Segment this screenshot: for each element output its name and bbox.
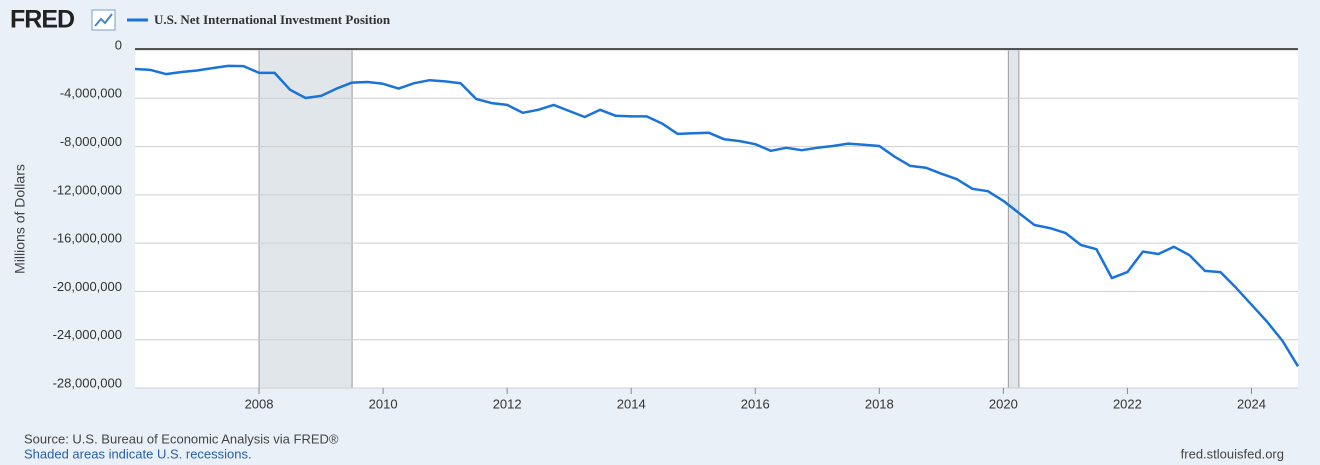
y-tick-label: -28,000,000 — [53, 375, 122, 390]
y-axis-title: Millions of Dollars — [12, 164, 28, 274]
x-tick-label: 2018 — [865, 396, 894, 411]
x-tick-label: 2016 — [741, 396, 770, 411]
x-tick-label: 2010 — [369, 396, 398, 411]
legend-label[interactable]: U.S. Net International Investment Positi… — [154, 12, 391, 27]
x-tick-label: 2024 — [1237, 396, 1266, 411]
x-tick-label: 2022 — [1113, 396, 1142, 411]
y-tick-label: -8,000,000 — [60, 134, 122, 149]
logo[interactable]: FRED — [10, 6, 75, 34]
y-tick-label: -16,000,000 — [53, 231, 122, 246]
logo-icon — [91, 9, 116, 31]
y-tick-label: -4,000,000 — [60, 86, 122, 101]
x-tick-label: 2012 — [493, 396, 522, 411]
recession-note[interactable]: Shaded areas indicate U.S. recessions. — [24, 446, 252, 461]
y-tick-label: -12,000,000 — [53, 182, 122, 197]
source: Source: U.S. Bureau of Economic Analysis… — [24, 431, 339, 446]
site[interactable]: fred.stlouisfed.org — [1181, 446, 1284, 461]
y-tick-label: -20,000,000 — [53, 279, 122, 294]
y-tick-label: 0 — [115, 37, 122, 52]
x-tick-label: 2020 — [989, 396, 1018, 411]
recession-shade — [1007, 49, 1020, 389]
x-tick-label: 2014 — [617, 396, 646, 411]
x-tick-label: 2008 — [245, 396, 274, 411]
series-line — [134, 64, 1300, 367]
y-tick-label: -24,000,000 — [53, 327, 122, 342]
recession-shade — [258, 49, 353, 389]
